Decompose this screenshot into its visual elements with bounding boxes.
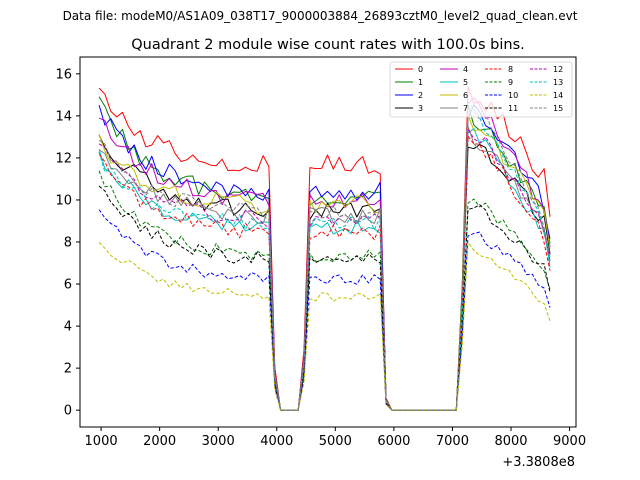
series-line-12 bbox=[98, 128, 551, 411]
series-line-11 bbox=[98, 185, 551, 411]
x-tick-label: 4000 bbox=[260, 434, 293, 449]
y-tick-label: 12 bbox=[55, 151, 72, 166]
legend-label-11: 11 bbox=[508, 104, 518, 113]
legend-label-12: 12 bbox=[553, 65, 563, 74]
x-tick-label: 1000 bbox=[85, 434, 118, 449]
y-tick-label: 2 bbox=[64, 362, 72, 377]
y-tick-label: 10 bbox=[55, 193, 72, 208]
series-line-8 bbox=[98, 135, 551, 411]
y-tick-label: 16 bbox=[55, 67, 72, 82]
x-tick-label: 6000 bbox=[377, 434, 410, 449]
legend-label-1: 1 bbox=[418, 78, 423, 87]
legend-label-9: 9 bbox=[508, 78, 513, 87]
legend-label-10: 10 bbox=[508, 91, 518, 100]
series-line-7 bbox=[98, 125, 551, 411]
x-tick-label: 8000 bbox=[494, 434, 527, 449]
legend-label-2: 2 bbox=[418, 91, 423, 100]
legend-label-13: 13 bbox=[553, 78, 563, 87]
chart-suptitle: Data file: modeM0/AS1A09_038T17_90000038… bbox=[63, 9, 578, 23]
series-line-10 bbox=[98, 209, 551, 411]
legend-label-6: 6 bbox=[463, 91, 468, 100]
series-line-3 bbox=[98, 134, 551, 411]
legend-label-14: 14 bbox=[553, 91, 563, 100]
x-tick-label: 7000 bbox=[436, 434, 469, 449]
y-tick-label: 6 bbox=[64, 278, 72, 293]
legend-label-4: 4 bbox=[463, 65, 468, 74]
x-tick-label: 9000 bbox=[553, 434, 586, 449]
legend-label-3: 3 bbox=[418, 104, 423, 113]
x-axis-offset-label: +3.3808e8 bbox=[502, 455, 575, 470]
legend-frame bbox=[389, 61, 573, 118]
y-tick-label: 4 bbox=[64, 320, 72, 335]
y-axis: 0 2 4 6 8 10 12 14 16 bbox=[55, 67, 80, 419]
series-line-1 bbox=[98, 96, 551, 411]
x-tick-label: 2000 bbox=[143, 434, 176, 449]
y-tick-label: 8 bbox=[64, 236, 72, 251]
x-tick-label: 3000 bbox=[202, 434, 235, 449]
series-line-6 bbox=[98, 114, 551, 411]
series-line-5 bbox=[98, 128, 551, 411]
legend-label-7: 7 bbox=[463, 104, 468, 113]
legend-label-5: 5 bbox=[463, 78, 468, 87]
chart-title: Quadrant 2 module wise count rates with … bbox=[131, 37, 525, 53]
plot-area bbox=[98, 86, 551, 411]
legend-label-8: 8 bbox=[508, 65, 513, 74]
x-axis: 1000 2000 3000 4000 5000 6000 7000 8000 9000 bbox=[85, 427, 586, 449]
legend-label-0: 0 bbox=[418, 65, 423, 74]
y-tick-label: 14 bbox=[55, 109, 72, 124]
series-line-9 bbox=[98, 170, 551, 411]
legend-label-15: 15 bbox=[553, 104, 563, 113]
x-tick-label: 5000 bbox=[319, 434, 352, 449]
y-tick-label: 0 bbox=[64, 404, 72, 419]
